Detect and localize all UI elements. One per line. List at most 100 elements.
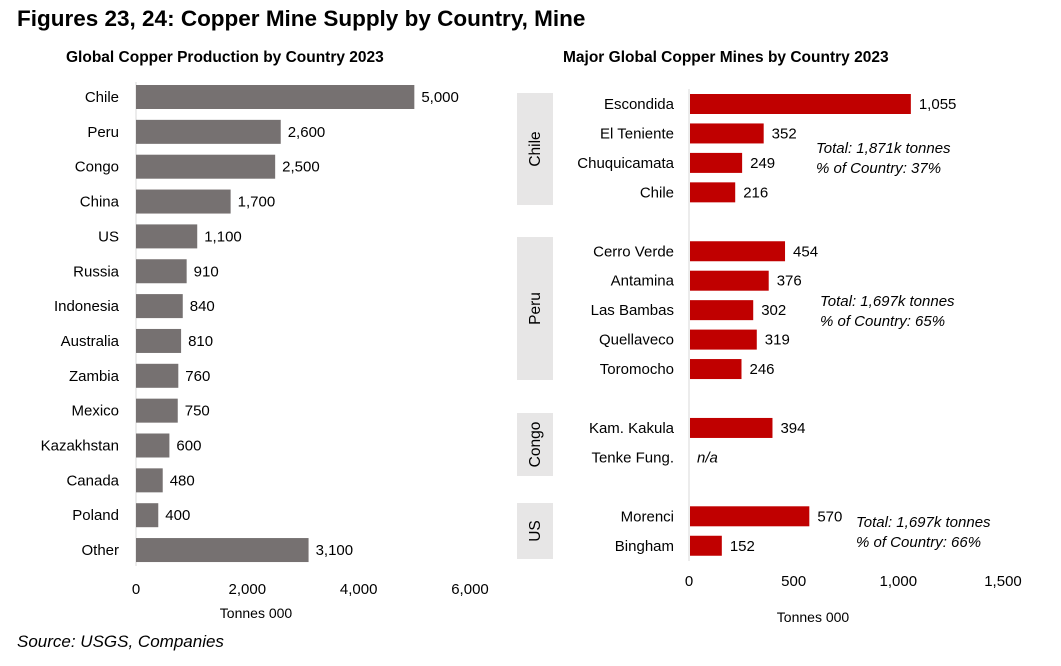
x-axis-title: Tonnes 000 xyxy=(220,605,293,621)
mine-label: Kam. Kakula xyxy=(589,420,675,437)
group-box-congo xyxy=(517,413,553,476)
group-label: US xyxy=(527,520,544,542)
mine-label: Quellaveco xyxy=(599,332,674,349)
data-label: 570 xyxy=(817,508,842,525)
category-label: Indonesia xyxy=(54,298,120,315)
x-tick-label: 1,500 xyxy=(984,573,1022,590)
category-label: Chile xyxy=(85,89,119,106)
bar-cerro-verde xyxy=(690,241,786,262)
data-label: 400 xyxy=(165,507,190,524)
mine-label: Escondida xyxy=(604,96,675,113)
data-label: 600 xyxy=(176,438,201,455)
group-annotation: Total: 1,697k tonnes xyxy=(856,514,991,531)
bar-kam-kakula xyxy=(690,417,773,438)
group-box-peru xyxy=(517,237,553,380)
group-label: Peru xyxy=(527,292,544,325)
data-label: 1,700 xyxy=(238,194,276,211)
x-tick-label: 6,000 xyxy=(451,581,489,598)
data-label: 910 xyxy=(194,263,219,280)
bar-congo xyxy=(136,154,276,179)
left-chart-title: Global Copper Production by Country 2023 xyxy=(66,49,384,66)
x-tick-label: 1,000 xyxy=(880,573,918,590)
category-label: Canada xyxy=(66,472,119,489)
bar-indonesia xyxy=(136,294,183,319)
bar-us xyxy=(136,224,198,249)
category-label: Other xyxy=(81,542,119,559)
group-label: Chile xyxy=(527,131,544,166)
bar-el-teniente xyxy=(690,123,764,144)
data-label: 840 xyxy=(190,298,215,315)
bar-toromocho xyxy=(690,359,742,380)
mine-label: Bingham xyxy=(615,538,674,555)
x-tick-label: 4,000 xyxy=(340,581,378,598)
data-label: 216 xyxy=(743,184,768,201)
category-label: Zambia xyxy=(69,368,120,385)
category-label: Australia xyxy=(61,333,120,350)
source-note: Source: USGS, Companies xyxy=(17,632,224,651)
bar-chile xyxy=(136,85,415,109)
data-label: 246 xyxy=(749,361,774,378)
bar-canada xyxy=(136,468,163,493)
mine-label: Antamina xyxy=(611,273,675,290)
category-label: Mexico xyxy=(71,403,119,420)
x-tick-label: 500 xyxy=(781,573,806,590)
bar-kazakhstan xyxy=(136,433,170,458)
category-label: Russia xyxy=(73,263,120,280)
bar-quellaveco xyxy=(690,329,757,350)
data-label: 152 xyxy=(730,538,755,555)
x-tick-label: 0 xyxy=(685,573,693,590)
data-label: 302 xyxy=(761,302,786,319)
figure-title: Figures 23, 24: Copper Mine Supply by Co… xyxy=(17,6,586,31)
bar-australia xyxy=(136,328,182,353)
group-annotation: % of Country: 37% xyxy=(816,160,941,177)
category-label: Poland xyxy=(72,507,119,524)
bar-peru xyxy=(136,119,281,144)
group-annotation: Total: 1,697k tonnes xyxy=(820,293,955,310)
category-label: Kazakhstan xyxy=(41,438,119,455)
data-label: 1,055 xyxy=(919,96,957,113)
bar-chile xyxy=(690,182,736,203)
data-label: 352 xyxy=(772,125,797,142)
data-label: 760 xyxy=(185,368,210,385)
category-label: US xyxy=(98,228,119,245)
category-label: Congo xyxy=(75,159,119,176)
x-axis-title: Tonnes 000 xyxy=(777,609,850,625)
bar-russia xyxy=(136,259,187,284)
bar-morenci xyxy=(690,506,810,527)
bar-china xyxy=(136,189,231,214)
bar-escondida xyxy=(690,94,911,114)
group-annotation: % of Country: 65% xyxy=(820,313,945,330)
data-label: 5,000 xyxy=(421,89,459,106)
bar-zambia xyxy=(136,363,179,388)
x-tick-label: 0 xyxy=(132,581,140,598)
group-annotation: % of Country: 66% xyxy=(856,534,981,551)
mine-label: Morenci xyxy=(621,508,674,525)
data-label: 2,500 xyxy=(282,159,320,176)
category-label: China xyxy=(80,194,120,211)
group-box-us xyxy=(517,503,553,559)
mine-label: Las Bambas xyxy=(591,302,674,319)
mine-label: El Teniente xyxy=(600,125,674,142)
group-box-chile xyxy=(517,93,553,205)
data-label: 750 xyxy=(185,403,210,420)
data-label-na: n/a xyxy=(697,449,718,466)
mine-label: Chile xyxy=(640,184,674,201)
mine-label: Tenke Fung. xyxy=(591,449,674,466)
bar-poland xyxy=(136,503,159,528)
mine-label: Toromocho xyxy=(600,361,674,378)
data-label: 2,600 xyxy=(288,124,326,141)
data-label: 454 xyxy=(793,243,818,260)
bar-las-bambas xyxy=(690,300,754,321)
bar-chuquicamata xyxy=(690,152,743,173)
mine-label: Cerro Verde xyxy=(593,243,674,260)
group-annotation: Total: 1,871k tonnes xyxy=(816,140,951,157)
x-tick-label: 2,000 xyxy=(229,581,267,598)
data-label: 319 xyxy=(765,332,790,349)
category-label: Peru xyxy=(87,124,119,141)
data-label: 810 xyxy=(188,333,213,350)
bar-antamina xyxy=(690,270,769,291)
data-label: 1,100 xyxy=(204,228,242,245)
group-label: Congo xyxy=(527,422,544,468)
